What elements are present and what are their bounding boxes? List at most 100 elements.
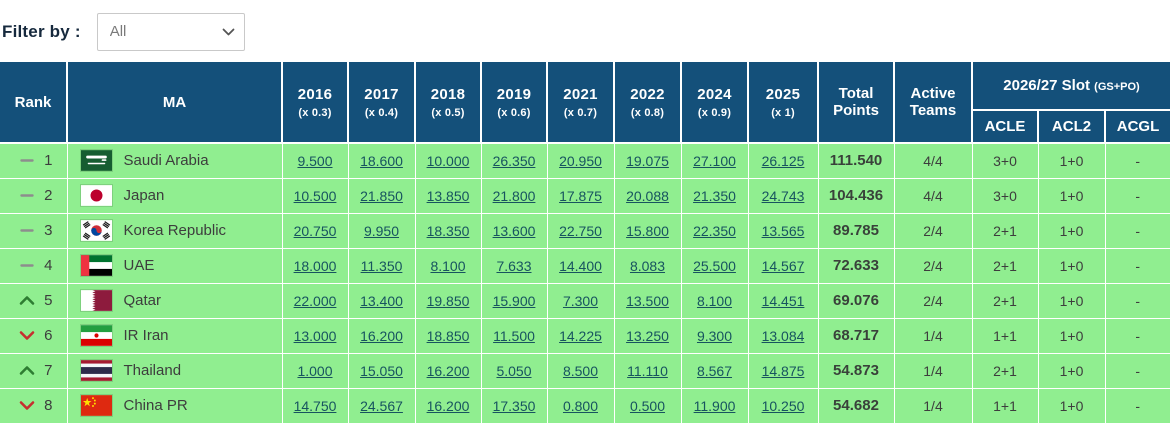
year-points-link[interactable]: 10.000 [426, 152, 470, 169]
rank-number: 2 [44, 187, 53, 204]
year-points-link[interactable]: 13.500 [626, 292, 669, 309]
rank-number: 4 [44, 257, 53, 274]
year-points-link[interactable]: 21.850 [360, 187, 403, 204]
total-points-cell: 89.785 [817, 212, 895, 249]
year-points-link[interactable]: 18.600 [360, 152, 403, 169]
acl2-column-header: ACL2 [1037, 109, 1106, 144]
year-points-link[interactable]: 14.225 [559, 327, 602, 344]
year-points-link[interactable]: 17.875 [559, 187, 602, 204]
year-points-link[interactable]: 10.500 [293, 187, 337, 204]
year-points-link[interactable]: 20.750 [293, 222, 337, 239]
year-points-link[interactable]: 13.000 [293, 327, 337, 344]
year-points-link[interactable]: 9.500 [297, 152, 333, 169]
year-points-link[interactable]: 22.750 [559, 222, 602, 239]
year-points-link[interactable]: 8.100 [430, 257, 466, 274]
year-points-link[interactable]: 11.500 [493, 327, 535, 344]
year-points-link[interactable]: 7.300 [562, 292, 599, 309]
year-points-link[interactable]: 27.100 [693, 152, 736, 169]
year-points-link[interactable]: 16.200 [360, 327, 403, 344]
ma-column-header: MA [66, 62, 283, 144]
year-points-link[interactable]: 19.850 [426, 292, 470, 309]
year-points-link[interactable]: 25.500 [693, 257, 736, 274]
year-column-header-2025: 2025 (x 1) [747, 62, 819, 144]
table-row-uae: 4 UAE 18.000 11.350 8.100 7.633 14.400 8.083 25.… [0, 247, 1170, 284]
year-points-link[interactable]: 13.250 [626, 327, 669, 344]
year-points-link[interactable]: 18.850 [426, 327, 470, 344]
year-points-link[interactable]: 20.950 [559, 152, 602, 169]
year-points-link[interactable]: 9.950 [363, 222, 400, 239]
filter-select[interactable]: All [96, 12, 245, 51]
total-points-cell: 111.540 [817, 142, 895, 179]
year-points-link[interactable]: 22.350 [693, 222, 736, 239]
year-points-link[interactable]: 11.350 [360, 257, 403, 274]
year-multiplier-label: (x 0.8) [630, 106, 665, 119]
year-points-link[interactable]: 15.050 [360, 362, 403, 379]
year-points-link[interactable]: 26.125 [761, 152, 805, 169]
year-points-link[interactable]: 16.200 [426, 362, 470, 379]
year-points-link[interactable]: 5.050 [496, 362, 532, 379]
year-points-link[interactable]: 15.900 [492, 292, 536, 309]
year-points-link[interactable]: 13.850 [426, 187, 470, 204]
year-multiplier-label: (x 0.3) [298, 106, 332, 119]
year-points-link[interactable]: 13.400 [360, 292, 403, 309]
year-points-link[interactable]: 26.350 [492, 152, 536, 169]
rank-number: 5 [44, 292, 53, 309]
year-points-link[interactable]: 18.000 [293, 257, 337, 274]
year-points-link[interactable]: 11.110 [627, 362, 668, 379]
year-points-link[interactable]: 13.084 [761, 327, 805, 344]
year-multiplier-label: (x 0.4) [364, 106, 399, 119]
year-points-link[interactable]: 13.565 [761, 222, 805, 239]
year-multiplier-label: (x 0.6) [497, 106, 531, 119]
year-points-link[interactable]: 11.900 [693, 397, 736, 414]
table-header: Rank MA 2016 (x 0.3) 2017 (x 0.4) 2018 (x 0.5… [0, 62, 1170, 144]
year-points-link[interactable]: 15.800 [626, 222, 669, 239]
year-points-link[interactable]: 0.500 [629, 397, 666, 414]
year-points-cell-2022: 8.083 [613, 247, 682, 284]
year-column-header-2021: 2021 (x 0.7) [546, 62, 615, 144]
year-points-cell-2022: 13.250 [613, 317, 682, 354]
table-row-thailand: 7 Thailand 1.000 15.050 16.200 5.050 8.500 11.1… [0, 352, 1170, 389]
year-points-link[interactable]: 14.750 [293, 397, 337, 414]
year-points-link[interactable]: 22.000 [293, 292, 337, 309]
year-points-link[interactable]: 14.875 [761, 362, 805, 379]
year-points-cell-2016: 13.000 [281, 317, 349, 354]
total-points-cell: 68.717 [817, 317, 895, 354]
year-points-link[interactable]: 8.500 [562, 362, 599, 379]
year-points-link[interactable]: 8.083 [629, 257, 666, 274]
year-points-link[interactable]: 8.567 [696, 362, 733, 379]
active-teams-cell: 2/4 [893, 282, 973, 319]
year-points-link[interactable]: 14.400 [559, 257, 602, 274]
year-points-link[interactable]: 0.800 [562, 397, 599, 414]
year-points-link[interactable]: 14.567 [761, 257, 805, 274]
year-points-link[interactable]: 8.100 [696, 292, 733, 309]
year-points-link[interactable]: 13.600 [492, 222, 536, 239]
year-points-link[interactable]: 10.250 [761, 397, 805, 414]
year-points-link[interactable]: 17.350 [492, 397, 536, 414]
ir-flag-icon [80, 325, 112, 346]
year-points-link[interactable]: 14.451 [761, 292, 805, 309]
year-points-link[interactable]: 19.075 [626, 152, 669, 169]
year-points-cell-2024: 25.500 [680, 247, 749, 284]
year-points-link[interactable]: 21.350 [693, 187, 736, 204]
acle-slot-cell: 2+1 [971, 282, 1039, 319]
year-label: 2019 [496, 85, 532, 103]
year-points-cell-2022: 20.088 [613, 177, 682, 214]
year-points-link[interactable]: 24.743 [761, 187, 805, 204]
year-points-link[interactable]: 16.200 [426, 397, 470, 414]
year-points-link[interactable]: 18.350 [426, 222, 470, 239]
year-column-header-2016: 2016 (x 0.3) [281, 62, 349, 144]
year-points-link[interactable]: 7.633 [496, 257, 532, 274]
slot-group-title: 2026/27 Slot [1003, 77, 1090, 94]
year-points-link[interactable]: 9.300 [696, 327, 733, 344]
ma-cell: UAE [66, 247, 283, 284]
year-points-link[interactable]: 24.567 [360, 397, 403, 414]
year-points-link[interactable]: 21.800 [492, 187, 536, 204]
year-points-cell-2022: 13.500 [613, 282, 682, 319]
year-points-cell-2016: 22.000 [281, 282, 349, 319]
country-name: Thailand [123, 362, 182, 379]
year-points-link[interactable]: 1.000 [297, 362, 333, 379]
year-points-link[interactable]: 20.088 [626, 187, 669, 204]
year-multiplier-label: (x 1) [771, 106, 795, 119]
year-points-cell-2025: 13.084 [747, 317, 819, 354]
rank-cell: 3 [0, 212, 68, 249]
